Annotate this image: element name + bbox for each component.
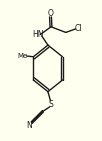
- Text: Cl: Cl: [75, 24, 82, 33]
- Text: N: N: [27, 121, 32, 130]
- Text: Me: Me: [17, 53, 27, 59]
- Text: O: O: [48, 9, 53, 18]
- Text: S: S: [48, 100, 53, 109]
- Text: HN: HN: [32, 30, 43, 39]
